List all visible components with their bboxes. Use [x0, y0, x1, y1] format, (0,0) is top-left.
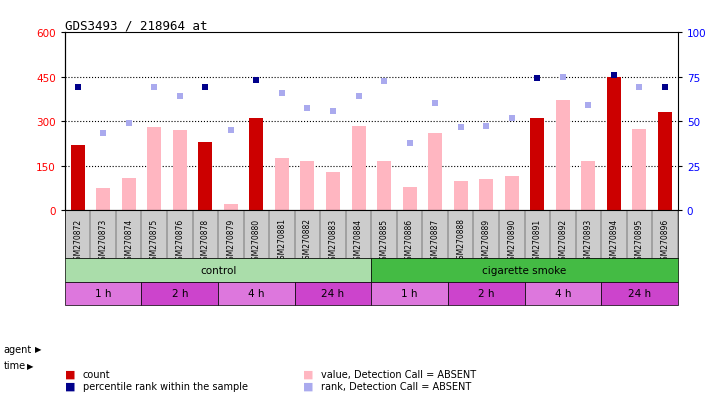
FancyBboxPatch shape [448, 282, 525, 306]
Bar [607, 78, 621, 211]
Text: 1 h: 1 h [402, 289, 418, 299]
Text: 24 h: 24 h [628, 289, 651, 299]
Text: GSM270884: GSM270884 [354, 218, 363, 264]
Bar [96, 189, 110, 211]
Text: GDS3493 / 218964_at: GDS3493 / 218964_at [65, 19, 208, 32]
Text: GSM270895: GSM270895 [635, 218, 644, 264]
Bar [122, 178, 136, 211]
Text: value, Detection Call = ABSENT: value, Detection Call = ABSENT [321, 369, 476, 379]
Bar [479, 180, 493, 211]
Text: GSM270890: GSM270890 [508, 218, 516, 264]
Text: GSM270881: GSM270881 [278, 218, 286, 264]
Text: GSM270879: GSM270879 [226, 218, 235, 264]
Text: GSM270875: GSM270875 [150, 218, 159, 264]
Text: GSM270891: GSM270891 [533, 218, 541, 264]
Text: time: time [4, 361, 26, 370]
Text: 2 h: 2 h [172, 289, 188, 299]
Text: GSM270882: GSM270882 [303, 218, 312, 264]
Text: GSM270888: GSM270888 [456, 218, 465, 264]
Bar [173, 131, 187, 211]
FancyBboxPatch shape [65, 282, 141, 306]
Text: GSM270878: GSM270878 [201, 218, 210, 264]
Text: rank, Detection Call = ABSENT: rank, Detection Call = ABSENT [321, 381, 471, 391]
Text: GSM270892: GSM270892 [558, 218, 567, 264]
Text: GSM270896: GSM270896 [660, 218, 670, 264]
Bar [71, 146, 84, 211]
Text: ▶: ▶ [35, 344, 41, 354]
FancyBboxPatch shape [525, 282, 601, 306]
Text: ▶: ▶ [27, 361, 33, 370]
Bar [632, 129, 647, 211]
Bar [198, 142, 213, 211]
Bar [556, 101, 570, 211]
FancyBboxPatch shape [601, 282, 678, 306]
Text: GSM270886: GSM270886 [405, 218, 414, 264]
Text: ■: ■ [303, 369, 314, 379]
Text: GSM270894: GSM270894 [609, 218, 619, 264]
Bar [428, 134, 442, 211]
FancyBboxPatch shape [141, 282, 218, 306]
Text: GSM270880: GSM270880 [252, 218, 261, 264]
Text: control: control [200, 265, 236, 275]
FancyBboxPatch shape [295, 282, 371, 306]
Text: agent: agent [4, 344, 32, 354]
Text: GSM270883: GSM270883 [329, 218, 337, 264]
Text: GSM270893: GSM270893 [584, 218, 593, 264]
Text: GSM270876: GSM270876 [175, 218, 185, 264]
Bar [275, 159, 289, 211]
Text: GSM270889: GSM270889 [482, 218, 491, 264]
Bar [402, 187, 417, 211]
Text: GSM270873: GSM270873 [99, 218, 107, 264]
Text: 4 h: 4 h [554, 289, 571, 299]
Bar [249, 119, 263, 211]
Bar [326, 172, 340, 211]
Text: cigarette smoke: cigarette smoke [482, 265, 567, 275]
Text: ■: ■ [65, 381, 76, 391]
Text: 2 h: 2 h [478, 289, 495, 299]
Bar [301, 162, 314, 211]
Bar [224, 205, 238, 211]
Bar [377, 162, 391, 211]
Text: GSM270874: GSM270874 [124, 218, 133, 264]
Text: GSM270887: GSM270887 [430, 218, 440, 264]
Bar [147, 128, 162, 211]
Bar [658, 162, 672, 211]
Bar [352, 126, 366, 211]
Text: ■: ■ [65, 369, 76, 379]
Bar [454, 181, 468, 211]
Text: 24 h: 24 h [322, 289, 345, 299]
Text: 4 h: 4 h [248, 289, 265, 299]
Text: ■: ■ [303, 381, 314, 391]
Bar [581, 162, 596, 211]
Bar [658, 113, 672, 211]
Text: GSM270885: GSM270885 [379, 218, 389, 264]
FancyBboxPatch shape [65, 258, 371, 282]
FancyBboxPatch shape [371, 258, 678, 282]
FancyBboxPatch shape [371, 282, 448, 306]
Text: percentile rank within the sample: percentile rank within the sample [83, 381, 248, 391]
Bar [530, 119, 544, 211]
Text: count: count [83, 369, 110, 379]
Text: 1 h: 1 h [95, 289, 112, 299]
FancyBboxPatch shape [218, 282, 295, 306]
Bar [505, 177, 519, 211]
Text: GSM270872: GSM270872 [73, 218, 82, 264]
